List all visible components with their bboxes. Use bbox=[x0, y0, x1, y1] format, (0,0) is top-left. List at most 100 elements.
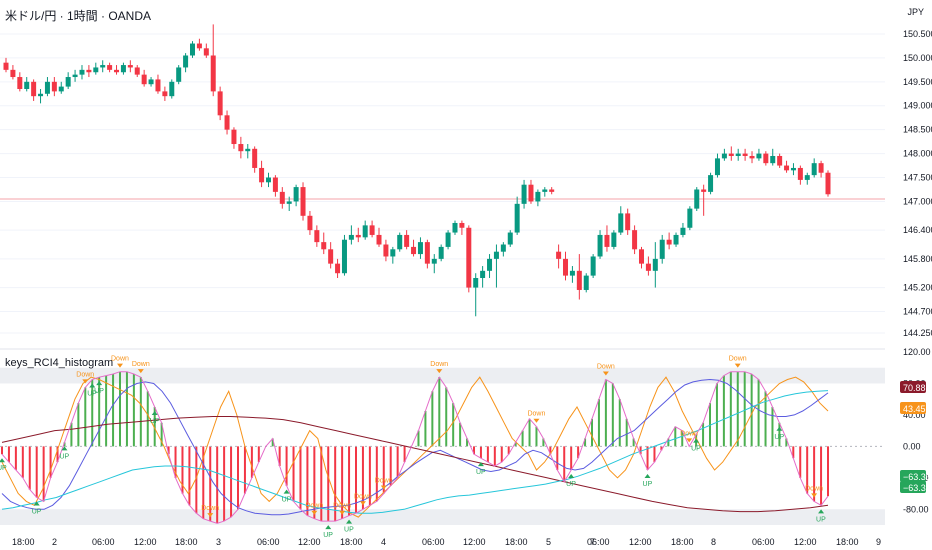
candle-body bbox=[17, 77, 23, 89]
time-tick-label: 18:00 bbox=[175, 537, 198, 547]
candle-body bbox=[804, 175, 810, 180]
candle-body bbox=[411, 246, 417, 255]
candle-body bbox=[756, 153, 762, 159]
candle-body bbox=[362, 225, 368, 238]
candle-body bbox=[300, 187, 306, 216]
price-tick-label: 148.500 bbox=[903, 125, 932, 135]
candle-body bbox=[335, 263, 341, 274]
candle-body bbox=[259, 167, 265, 183]
up-signal-marker bbox=[61, 446, 68, 451]
up-signal-marker bbox=[151, 411, 158, 416]
down-signal-marker bbox=[137, 369, 144, 374]
up-signal-label: UP bbox=[344, 527, 354, 534]
time-tick-label: 7 bbox=[590, 537, 595, 547]
down-signal-marker bbox=[339, 510, 346, 515]
time-tick-label: 06:00 bbox=[752, 537, 775, 547]
down-signal-marker bbox=[359, 501, 366, 506]
candle-body bbox=[265, 177, 271, 183]
up-signal-marker bbox=[96, 381, 103, 386]
candle-body bbox=[466, 227, 472, 288]
down-signal-marker bbox=[117, 363, 123, 368]
down-signal-label: Down bbox=[430, 361, 448, 368]
up-signal-label: UP bbox=[59, 453, 69, 460]
candle-body bbox=[3, 62, 9, 70]
candle-body bbox=[431, 258, 437, 264]
candle-body bbox=[120, 65, 126, 73]
up-signal-marker bbox=[568, 473, 575, 478]
candle-body bbox=[535, 191, 541, 202]
up-signal-label: UP bbox=[816, 516, 826, 523]
candle-body bbox=[521, 184, 527, 204]
candle-body bbox=[742, 153, 748, 156]
candle-body bbox=[155, 79, 161, 92]
price-tick-label: 150.000 bbox=[903, 53, 932, 63]
down-signal-label: Down bbox=[305, 503, 323, 510]
candle-body bbox=[65, 77, 71, 87]
time-tick-label: 8 bbox=[711, 537, 716, 547]
candle-body bbox=[480, 270, 486, 279]
candle-body bbox=[79, 69, 85, 75]
last-value-tag bbox=[900, 470, 926, 482]
down-signal-label: Down bbox=[597, 364, 615, 371]
candle-body bbox=[210, 55, 216, 92]
candle-body bbox=[569, 270, 575, 276]
down-signal-label: Down bbox=[201, 505, 219, 512]
candle-body bbox=[701, 189, 707, 192]
time-tick-label: 12:00 bbox=[794, 537, 817, 547]
up-signal-marker bbox=[477, 462, 484, 467]
candle-body bbox=[514, 203, 520, 233]
candle-body bbox=[452, 222, 458, 233]
price-tick-label: 147.500 bbox=[903, 173, 932, 183]
up-signal-label: UP bbox=[0, 465, 7, 472]
candle-body bbox=[797, 167, 803, 180]
candle-body bbox=[618, 213, 624, 233]
candle-body bbox=[44, 81, 50, 94]
price-tick-label: 146.400 bbox=[903, 225, 932, 235]
candle-body bbox=[784, 165, 790, 171]
up-signal-label: UP bbox=[94, 388, 104, 395]
currency-label: JPY bbox=[907, 7, 924, 17]
down-signal-marker bbox=[686, 438, 693, 443]
indicator-title: keys_RCI4_histogram bbox=[5, 357, 114, 369]
up-signal-marker bbox=[283, 489, 290, 494]
time-tick-label: 12:00 bbox=[298, 537, 321, 547]
up-signal-marker bbox=[818, 509, 825, 514]
candle-body bbox=[576, 270, 582, 290]
candle-body bbox=[390, 249, 396, 257]
up-signal-label: UP bbox=[566, 481, 576, 488]
candle-body bbox=[341, 239, 347, 274]
candle-body bbox=[58, 86, 64, 92]
down-signal-marker bbox=[82, 379, 89, 384]
down-signal-marker bbox=[311, 510, 318, 515]
candle-body bbox=[728, 153, 734, 156]
up-signal-marker bbox=[89, 383, 96, 388]
rci-tick-label: 0.00 bbox=[903, 441, 921, 451]
up-signal-label: UP bbox=[32, 508, 42, 515]
candle-body bbox=[597, 234, 603, 257]
down-signal-marker bbox=[734, 363, 741, 368]
down-signal-label: Down bbox=[354, 493, 372, 500]
candle-body bbox=[583, 275, 589, 290]
candle-body bbox=[673, 234, 679, 245]
candle-body bbox=[190, 43, 196, 56]
down-signal-label: Down bbox=[729, 356, 747, 363]
candle-body bbox=[10, 69, 16, 78]
candle-body bbox=[383, 244, 389, 257]
candle-body bbox=[141, 74, 147, 85]
last-value-text: −63.33 bbox=[903, 483, 931, 493]
candle-body bbox=[162, 91, 168, 97]
up-signal-marker bbox=[776, 426, 783, 431]
candle-body bbox=[438, 246, 444, 259]
candle-body bbox=[100, 65, 106, 68]
rci-tick-label: 120.00 bbox=[903, 347, 931, 357]
rci-very-long-line bbox=[1, 390, 829, 514]
candle-body bbox=[666, 239, 672, 245]
candle-body bbox=[328, 249, 334, 264]
candle-body bbox=[279, 191, 285, 204]
candle-body bbox=[790, 167, 796, 171]
candle-body bbox=[556, 251, 562, 259]
time-tick-label: 3 bbox=[216, 537, 221, 547]
candle-body bbox=[811, 163, 817, 176]
up-signal-label: UP bbox=[323, 532, 333, 539]
